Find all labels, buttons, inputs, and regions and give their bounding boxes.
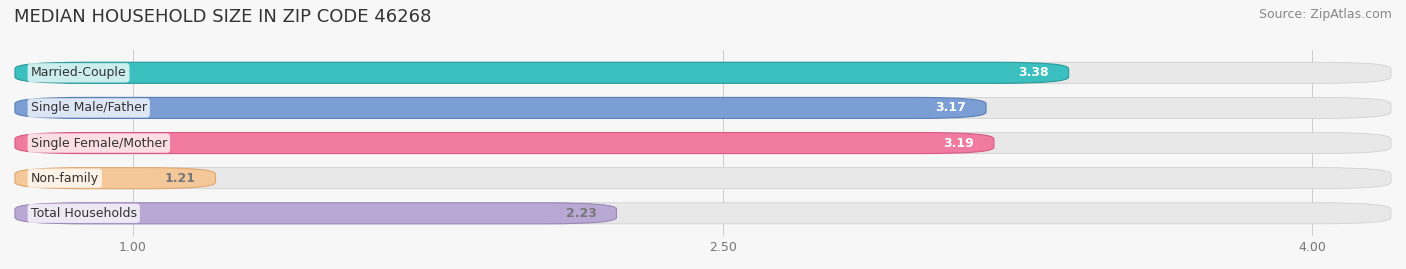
Text: Single Male/Father: Single Male/Father bbox=[31, 101, 146, 114]
FancyBboxPatch shape bbox=[15, 97, 986, 118]
Text: MEDIAN HOUSEHOLD SIZE IN ZIP CODE 46268: MEDIAN HOUSEHOLD SIZE IN ZIP CODE 46268 bbox=[14, 8, 432, 26]
FancyBboxPatch shape bbox=[15, 62, 1069, 83]
Text: 3.17: 3.17 bbox=[935, 101, 966, 114]
FancyBboxPatch shape bbox=[15, 97, 1391, 118]
Text: 1.21: 1.21 bbox=[165, 172, 195, 185]
FancyBboxPatch shape bbox=[15, 168, 215, 189]
FancyBboxPatch shape bbox=[15, 203, 1391, 224]
FancyBboxPatch shape bbox=[15, 203, 616, 224]
FancyBboxPatch shape bbox=[15, 133, 994, 154]
Text: Non-family: Non-family bbox=[31, 172, 98, 185]
FancyBboxPatch shape bbox=[15, 62, 1391, 83]
Text: Total Households: Total Households bbox=[31, 207, 136, 220]
Text: Married-Couple: Married-Couple bbox=[31, 66, 127, 79]
FancyBboxPatch shape bbox=[15, 168, 1391, 189]
FancyBboxPatch shape bbox=[15, 133, 1391, 154]
Text: 3.19: 3.19 bbox=[943, 137, 974, 150]
Text: Source: ZipAtlas.com: Source: ZipAtlas.com bbox=[1258, 8, 1392, 21]
Text: 3.38: 3.38 bbox=[1018, 66, 1049, 79]
Text: Single Female/Mother: Single Female/Mother bbox=[31, 137, 167, 150]
Text: 2.23: 2.23 bbox=[567, 207, 598, 220]
